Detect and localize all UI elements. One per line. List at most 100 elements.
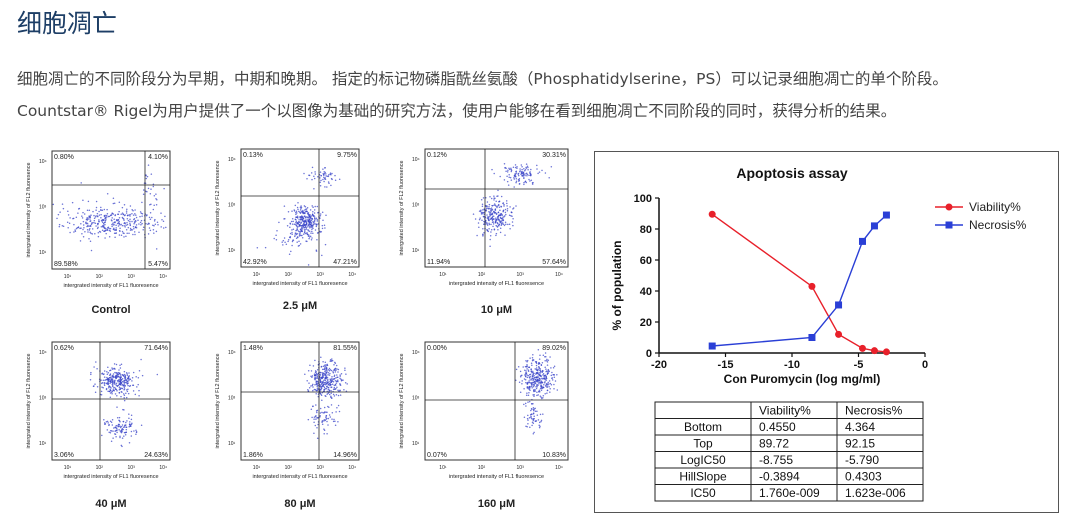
- scatter-dot: [531, 371, 533, 374]
- scatter-dot: [523, 173, 525, 176]
- scatter-dot: [323, 368, 325, 370]
- scatter-dot: [515, 181, 517, 184]
- scatter-dot: [133, 218, 135, 221]
- scatter-dot: [102, 219, 105, 221]
- sample-label: 80 μM: [284, 498, 315, 510]
- scatter-dot: [526, 173, 529, 176]
- scatter-dot: [521, 380, 523, 382]
- scatter-dot: [514, 172, 516, 175]
- scatter-dot: [328, 369, 331, 372]
- scatter-dot: [75, 216, 78, 218]
- scatter-dot: [488, 223, 491, 226]
- scatter-dot: [126, 374, 129, 376]
- scatter-dot: [135, 216, 138, 219]
- scatter-dot: [478, 218, 481, 221]
- scatter-dot: [133, 430, 135, 432]
- scatter-dot: [312, 365, 315, 367]
- scatter-dot: [301, 218, 303, 221]
- scatter-dot: [123, 388, 126, 390]
- scatter-dot: [546, 383, 549, 385]
- scatter-dot: [537, 394, 539, 396]
- scatter-dot: [156, 221, 159, 224]
- scatter-dot: [538, 377, 541, 380]
- scatter-dot: [61, 225, 64, 227]
- scatter-dot: [126, 222, 128, 224]
- scatter-dot: [126, 390, 129, 393]
- flow-x-tick: 10¹: [253, 465, 261, 471]
- scatter-dot: [482, 197, 485, 199]
- scatter-dot: [104, 237, 106, 239]
- scatter-dot: [521, 382, 523, 385]
- scatter-dot: [542, 394, 545, 397]
- scatter-dot: [312, 405, 314, 408]
- scatter-dot: [69, 231, 71, 234]
- scatter-dot: [156, 373, 159, 376]
- scatter-dot: [313, 418, 315, 420]
- scatter-dot: [330, 390, 332, 392]
- scatter-dot: [111, 376, 113, 378]
- scatter-dot: [323, 406, 326, 409]
- scatter-dot: [68, 222, 71, 225]
- scatter-dot: [528, 400, 531, 403]
- scatter-dot: [483, 231, 485, 234]
- scatter-dot: [320, 365, 323, 368]
- scatter-dot: [533, 390, 535, 392]
- scatter-dot: [118, 386, 121, 388]
- scatter-dot: [113, 382, 116, 384]
- scatter-dot: [295, 222, 297, 224]
- scatter-dot: [101, 209, 104, 212]
- scatter-dot: [106, 376, 108, 379]
- scatter-dot: [482, 233, 484, 235]
- scatter-dot: [305, 227, 308, 229]
- scatter-dot: [532, 371, 534, 374]
- scatter-dot: [126, 377, 129, 379]
- scatter-dot: [125, 224, 127, 226]
- scatter-dot: [135, 224, 138, 226]
- table-cell: Bottom: [684, 420, 722, 434]
- scatter-dot: [121, 445, 123, 448]
- y-tick-label: 80: [640, 224, 652, 236]
- scatter-dot: [529, 373, 532, 376]
- scatter-dot: [113, 232, 116, 235]
- scatter-dot: [338, 410, 341, 413]
- scatter-dot: [101, 386, 103, 388]
- scatter-dot: [510, 214, 512, 217]
- scatter-dot: [294, 235, 296, 238]
- scatter-dot: [530, 383, 533, 385]
- flow-panel-frame: [240, 341, 360, 461]
- flow-x-tick: 10³: [517, 465, 525, 471]
- scatter-dot: [95, 361, 97, 363]
- scatter-dot: [305, 208, 307, 210]
- flow-y-tick: 10³: [412, 395, 420, 401]
- scatter-dot: [538, 389, 541, 392]
- scatter-dot: [324, 361, 327, 364]
- scatter-dot: [518, 381, 521, 384]
- scatter-dot: [525, 370, 527, 372]
- scatter-dot: [508, 223, 511, 226]
- flow-x-tick: 10³: [317, 272, 325, 278]
- scatter-dot: [114, 371, 116, 374]
- quadrant-upper-left: 0.12%: [427, 152, 447, 159]
- flow-x-tick: 10²: [478, 272, 486, 278]
- scatter-dot: [503, 224, 506, 227]
- scatter-dot: [313, 416, 316, 418]
- scatter-dot: [337, 379, 339, 381]
- scatter-dot: [80, 182, 82, 184]
- scatter-dot: [137, 376, 140, 379]
- scatter-dot: [115, 429, 118, 431]
- sample-label: 2.5 μM: [283, 300, 317, 312]
- flow-panel-frame: [51, 341, 171, 461]
- flow-x-tick: 10³: [128, 465, 136, 471]
- scatter-dot: [140, 358, 142, 361]
- scatter-dot: [508, 176, 510, 178]
- scatter-dot: [334, 420, 336, 422]
- scatter-dot: [114, 214, 117, 216]
- scatter-dot: [124, 433, 127, 436]
- scatter-dot: [87, 224, 89, 226]
- scatter-dot: [344, 382, 347, 384]
- scatter-dot: [547, 371, 549, 373]
- scatter-dot: [109, 227, 112, 230]
- scatter-dot: [332, 372, 335, 374]
- scatter-dot: [297, 202, 299, 204]
- scatter-dot: [530, 409, 532, 412]
